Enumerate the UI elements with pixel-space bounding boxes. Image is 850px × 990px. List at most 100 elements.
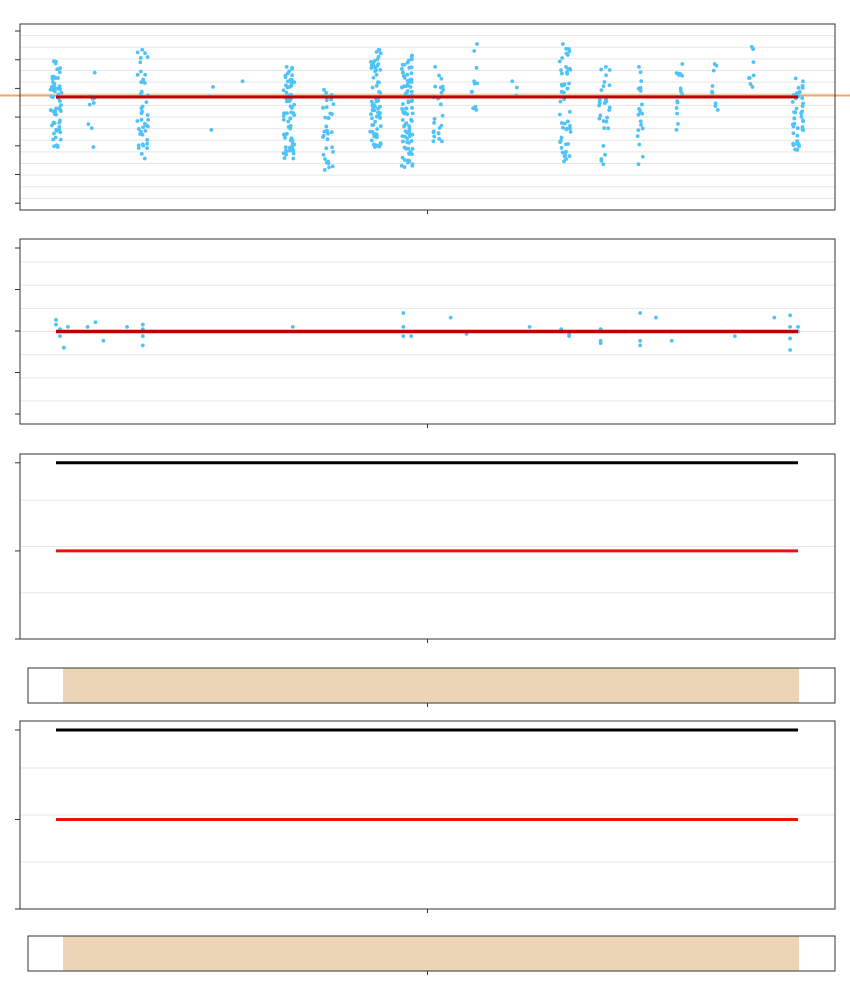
data-point bbox=[284, 90, 289, 95]
data-point bbox=[136, 143, 141, 148]
data-point bbox=[54, 59, 58, 64]
data-point bbox=[211, 85, 215, 89]
data-point bbox=[282, 132, 287, 137]
data-point bbox=[438, 102, 443, 107]
data-point bbox=[140, 334, 145, 339]
data-point bbox=[400, 118, 405, 122]
data-point bbox=[373, 119, 377, 124]
data-point bbox=[374, 132, 379, 137]
panel-border bbox=[19, 453, 836, 640]
data-point bbox=[751, 60, 756, 65]
data-point bbox=[401, 311, 406, 315]
data-point bbox=[139, 106, 144, 111]
data-point bbox=[439, 76, 444, 81]
data-point bbox=[135, 50, 140, 55]
panel-border bbox=[19, 238, 836, 425]
data-point bbox=[406, 146, 411, 151]
data-point bbox=[604, 119, 609, 124]
data-point bbox=[440, 84, 445, 89]
data-point bbox=[281, 151, 286, 156]
data-point bbox=[794, 106, 799, 111]
data-point bbox=[796, 324, 800, 329]
data-point bbox=[54, 128, 59, 133]
data-point bbox=[324, 91, 329, 95]
data-point bbox=[559, 121, 564, 125]
data-point bbox=[564, 149, 568, 154]
data-point bbox=[747, 76, 752, 80]
data-point bbox=[407, 65, 412, 70]
data-point bbox=[598, 341, 603, 345]
data-point bbox=[636, 162, 641, 167]
data-point bbox=[568, 130, 573, 134]
data-point bbox=[377, 89, 381, 94]
data-point bbox=[282, 156, 287, 160]
data-point bbox=[324, 124, 329, 129]
data-point bbox=[292, 142, 297, 147]
data-point bbox=[323, 157, 327, 161]
data-point bbox=[403, 129, 408, 134]
data-point bbox=[640, 154, 645, 159]
data-point bbox=[378, 143, 382, 147]
data-point bbox=[376, 62, 381, 66]
data-point bbox=[795, 126, 800, 131]
data-point bbox=[370, 116, 374, 121]
data-point bbox=[140, 142, 145, 147]
data-point bbox=[51, 120, 56, 125]
data-point bbox=[91, 145, 96, 149]
data-point bbox=[563, 153, 568, 157]
data-point bbox=[796, 142, 801, 147]
data-point bbox=[283, 135, 287, 140]
data-point bbox=[378, 51, 383, 56]
data-point bbox=[440, 139, 444, 144]
data-point bbox=[564, 46, 569, 51]
data-point bbox=[567, 81, 571, 86]
data-point bbox=[710, 90, 715, 95]
data-point bbox=[407, 129, 412, 134]
data-point bbox=[92, 70, 97, 75]
data-point bbox=[674, 106, 679, 110]
data-point bbox=[54, 106, 59, 111]
data-point bbox=[401, 139, 405, 144]
data-point bbox=[143, 51, 147, 55]
data-point bbox=[564, 157, 569, 161]
data-point bbox=[142, 156, 147, 161]
data-point bbox=[607, 108, 612, 112]
data-point bbox=[560, 42, 565, 46]
data-point bbox=[139, 151, 144, 156]
data-point bbox=[371, 75, 376, 80]
data-point bbox=[562, 121, 567, 126]
data-point bbox=[795, 139, 800, 144]
data-point bbox=[559, 135, 564, 140]
data-point bbox=[568, 126, 572, 131]
data-point bbox=[375, 57, 380, 62]
data-point bbox=[439, 123, 444, 128]
data-point bbox=[800, 96, 805, 101]
data-point bbox=[139, 117, 144, 122]
data-point bbox=[378, 104, 382, 109]
data-point bbox=[55, 143, 60, 148]
data-point bbox=[371, 61, 376, 66]
data-point bbox=[140, 47, 145, 52]
data-point bbox=[408, 150, 413, 154]
data-point bbox=[329, 112, 334, 116]
data-point bbox=[557, 59, 562, 64]
data-point bbox=[331, 149, 335, 154]
data-point bbox=[800, 125, 805, 130]
data-point bbox=[790, 99, 795, 104]
data-point bbox=[325, 129, 329, 133]
data-point bbox=[400, 62, 405, 67]
data-point bbox=[405, 140, 409, 145]
data-point bbox=[58, 66, 62, 71]
data-point bbox=[566, 67, 571, 72]
data-point bbox=[57, 106, 62, 111]
panel-sparse-scatter bbox=[15, 238, 836, 428]
data-point bbox=[87, 102, 92, 107]
data-point bbox=[284, 149, 289, 154]
data-point bbox=[399, 67, 404, 71]
data-point bbox=[636, 112, 641, 117]
data-point bbox=[599, 157, 604, 161]
data-point bbox=[143, 129, 148, 133]
data-point bbox=[281, 88, 286, 93]
data-point bbox=[751, 47, 756, 52]
data-point bbox=[680, 73, 685, 78]
